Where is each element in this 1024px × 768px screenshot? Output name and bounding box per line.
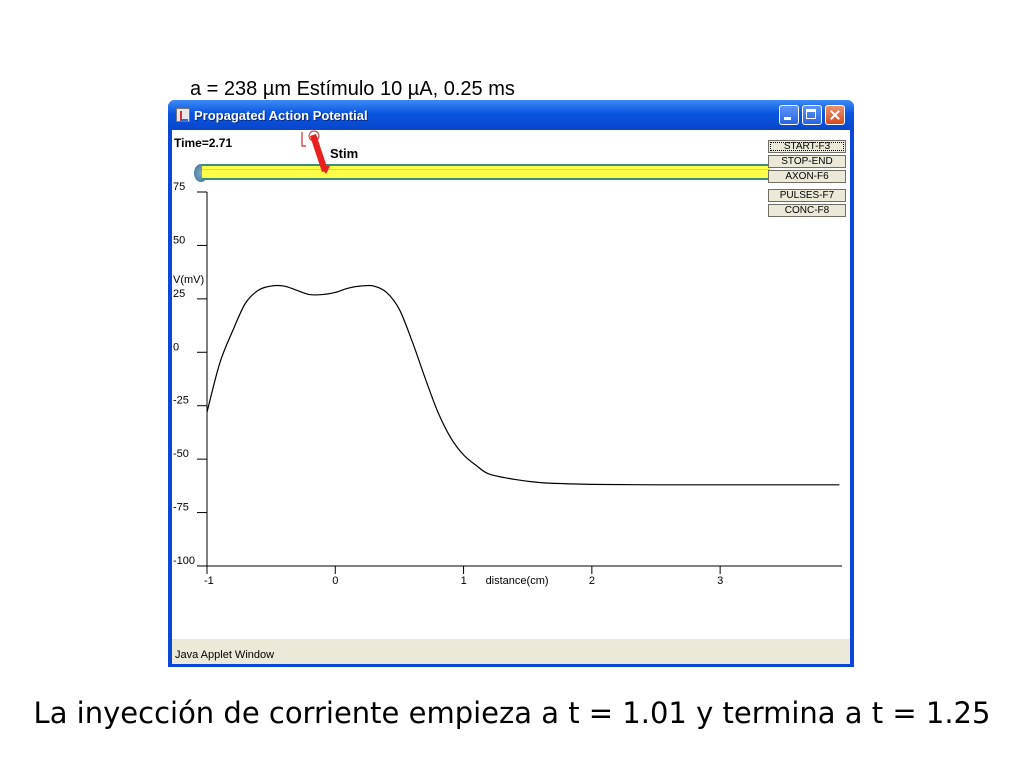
start-button[interactable]: START-F3 bbox=[768, 140, 846, 153]
pulses-button[interactable]: PULSES-F7 bbox=[768, 189, 846, 202]
java-app-icon[interactable] bbox=[176, 108, 190, 122]
y-tick-label: -75 bbox=[173, 502, 189, 514]
voltage-series-line bbox=[206, 284, 840, 486]
status-text: Java Applet Window bbox=[175, 649, 275, 661]
x-axis-label: distance(cm) bbox=[486, 575, 549, 587]
y-tick-label: -50 bbox=[173, 448, 189, 460]
axon-bar bbox=[202, 164, 770, 180]
y-axis-label: V(mV) bbox=[173, 274, 204, 286]
axon-button[interactable]: AXON-F6 bbox=[768, 170, 846, 183]
action-potential-plot: 75 50 25 0 -25 -50 -75 -100 V(mV) -1 0 1 2 3 distance(… bbox=[173, 181, 842, 587]
stim-label: Stim bbox=[330, 146, 359, 161]
x-tick-label: 3 bbox=[717, 575, 723, 587]
slide-caption-bottom: La inyección de corriente empieza a t = … bbox=[33, 696, 991, 730]
y-tick-label: -100 bbox=[173, 555, 195, 567]
time-label: Time=2.71 bbox=[174, 136, 233, 150]
y-tick-label: 0 bbox=[173, 341, 179, 353]
applet-window: Propagated Action Potential 75 50 25 0 -25 -5… bbox=[168, 100, 854, 667]
stop-button[interactable]: STOP-END bbox=[768, 155, 846, 168]
y-tick-label: 50 bbox=[173, 234, 185, 246]
y-tick-label: 25 bbox=[173, 288, 185, 300]
stim-arrow-icon bbox=[301, 130, 330, 174]
x-tick-label: 0 bbox=[332, 575, 338, 587]
close-button[interactable] bbox=[825, 105, 845, 125]
status-bar: Java Applet Window bbox=[172, 638, 850, 664]
maximize-button[interactable] bbox=[802, 105, 822, 125]
x-tick-label: 2 bbox=[589, 575, 595, 587]
y-tick-label: 75 bbox=[173, 181, 185, 193]
slide-caption-top: a = 238 µm Estímulo 10 µA, 0.25 ms bbox=[190, 78, 515, 100]
window-titlebar[interactable]: Propagated Action Potential bbox=[168, 100, 854, 130]
x-tick-label: -1 bbox=[204, 575, 214, 587]
minimize-button[interactable] bbox=[779, 105, 799, 125]
x-tick-label: 1 bbox=[461, 575, 467, 587]
y-tick-label: -25 bbox=[173, 395, 189, 407]
applet-client-area: 75 50 25 0 -25 -50 -75 -100 V(mV) -1 0 1 2 3 distance(… bbox=[172, 130, 850, 664]
conc-button[interactable]: CONC-F8 bbox=[768, 204, 846, 217]
window-title: Propagated Action Potential bbox=[194, 108, 368, 123]
